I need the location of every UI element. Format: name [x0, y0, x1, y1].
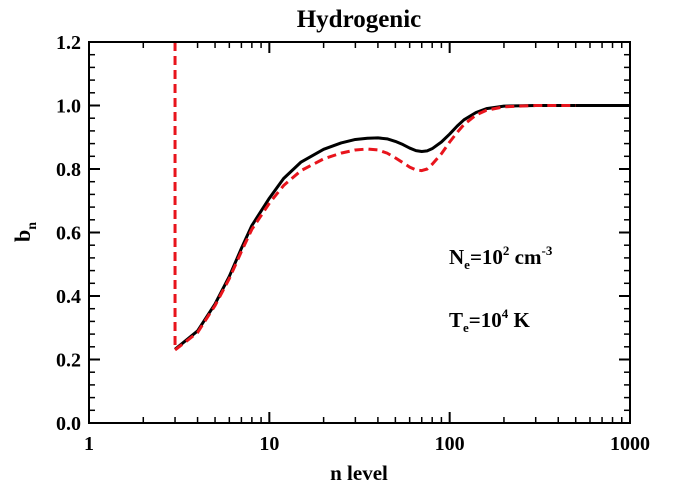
- annotation-temperature-value: =10: [469, 308, 502, 332]
- minor-tick-marks: [89, 42, 630, 423]
- x-tick-label: 1: [84, 433, 94, 455]
- annotation-temperature-exponent: 4: [502, 306, 509, 321]
- annotation-temperature-unit: K: [508, 308, 530, 332]
- annotation-density-unit-exponent: -3: [542, 243, 553, 258]
- major-tick-marks: [88, 41, 631, 424]
- y-axis-label-subscript: n: [25, 222, 40, 230]
- annotation-density-subscript: e: [464, 257, 470, 272]
- series-line-solid: [174, 104, 630, 351]
- series-line-dashed: [173, 42, 576, 352]
- annotation-density-exponent: 2: [503, 243, 510, 258]
- y-axis-label-main: b: [10, 230, 35, 242]
- x-tick-label: 1000: [610, 433, 650, 455]
- annotation-density-unit: cm: [509, 245, 542, 269]
- y-tick-label: 0.8: [56, 159, 81, 181]
- annotation-temperature: Te=104 K: [449, 306, 531, 335]
- annotation-density-symbol: N: [449, 245, 464, 269]
- y-tick-label: 0.4: [56, 286, 81, 308]
- x-tick-label: 10: [259, 433, 279, 455]
- annotation-density: Ne=102 cm-3: [449, 243, 553, 272]
- y-tick-label: 0.6: [56, 223, 81, 245]
- annotation-temperature-subscript: e: [463, 320, 469, 335]
- y-tick-label: 1.2: [56, 32, 81, 54]
- plot-frame: [88, 41, 631, 424]
- x-tick-label: 100: [435, 433, 465, 455]
- y-tick-label: 1.0: [56, 96, 81, 118]
- chart-title: Hydrogenic: [297, 6, 422, 33]
- y-axis-label: bn: [10, 222, 40, 242]
- y-tick-label: 0.2: [56, 350, 81, 372]
- tick-labels: 1 10 100 1000 0.0 0.2 0.4 0.6 0.8 1.0 1.2: [56, 32, 650, 455]
- x-axis-label: n level: [330, 461, 388, 485]
- annotation-density-value: =10: [470, 245, 503, 269]
- series-layer: [173, 42, 630, 352]
- annotation-temperature-symbol: T: [449, 308, 463, 332]
- y-tick-label: 0.0: [56, 413, 81, 435]
